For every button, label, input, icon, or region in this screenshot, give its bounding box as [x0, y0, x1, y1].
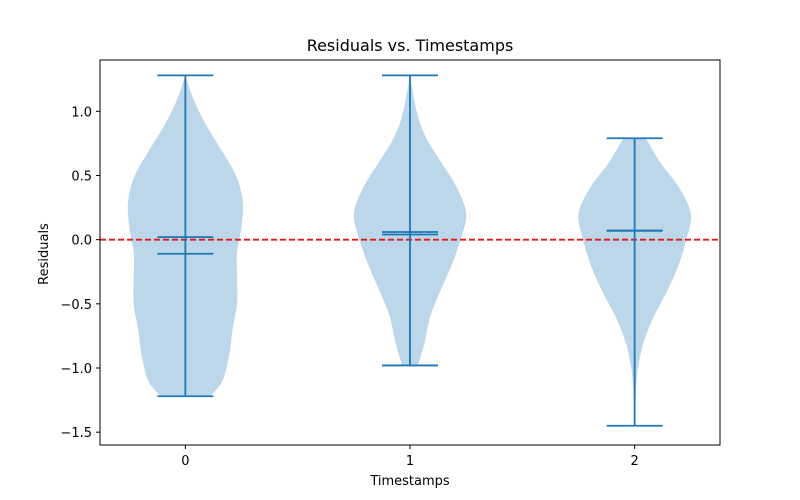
x-tick-label-1: 1 — [406, 454, 414, 469]
y-tick-label-0: 1.0 — [71, 105, 92, 120]
x-tick-label-2: 2 — [630, 454, 638, 469]
y-tick-label-1: 0.5 — [71, 170, 92, 185]
y-axis-label: Residuals — [37, 223, 52, 285]
x-axis-label: Timestamps — [369, 474, 450, 489]
plot-area: 0 1 2 1.0 0.5 0.0 −0.5 −1.0 −1.5 — [60, 59, 721, 469]
y-tick-label-3: −0.5 — [60, 298, 92, 313]
y-tick-label-2: 0.0 — [71, 234, 92, 249]
chart-title: Residuals vs. Timestamps — [307, 36, 514, 55]
y-tick-label-5: −1.5 — [60, 426, 92, 441]
y-tick-label-4: −1.0 — [60, 362, 92, 377]
x-tick-label-0: 0 — [181, 454, 189, 469]
